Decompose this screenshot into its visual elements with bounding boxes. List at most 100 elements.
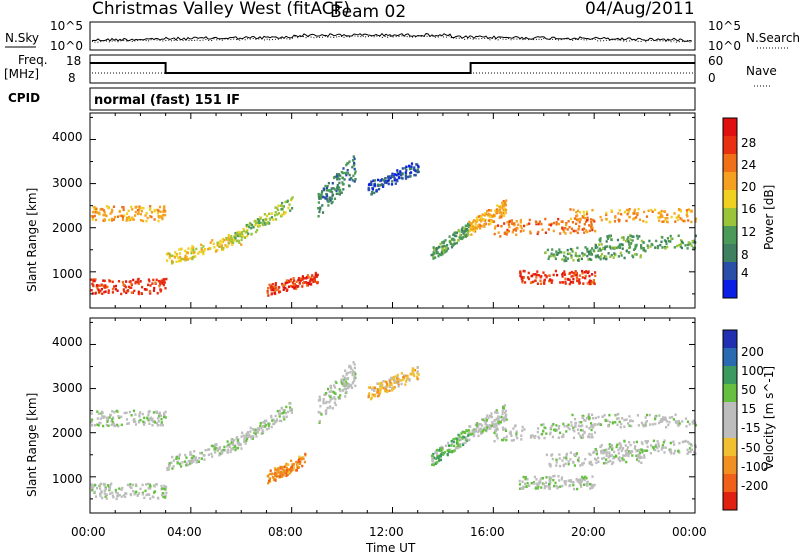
echo-cell [464, 230, 467, 233]
echo-cell [280, 467, 283, 470]
echo-cell [588, 252, 591, 256]
echo-cell [268, 212, 271, 216]
echo-cell [502, 202, 505, 205]
echo-cell [549, 463, 552, 467]
echo-cell [266, 475, 269, 478]
echo-cell [369, 183, 372, 186]
echo-cell [496, 411, 499, 414]
echo-cell [544, 481, 548, 484]
echo-cell [293, 287, 296, 290]
echo-cell [113, 215, 116, 219]
echo-cell [382, 185, 385, 188]
echo-cell [673, 452, 676, 455]
echo-cell [106, 484, 109, 487]
echo-cell [102, 213, 105, 217]
echo-cell [287, 463, 290, 466]
echo-cell [563, 254, 566, 258]
echo-cell [346, 377, 350, 380]
echo-cell [342, 378, 345, 382]
echo-cell [96, 211, 99, 214]
echo-cell [577, 219, 580, 222]
echo-cell [592, 483, 595, 487]
echo-cell [218, 452, 221, 455]
echo-cell [246, 234, 249, 238]
echo-cell [370, 180, 373, 183]
echo-cell [536, 430, 539, 434]
echo-cell [575, 277, 579, 280]
echo-cell [330, 386, 333, 390]
echo-cell [432, 253, 435, 256]
echo-cell [165, 485, 168, 489]
power-ytick-4000: 4000 [52, 130, 83, 144]
echo-cell [462, 232, 465, 235]
echo-cell [545, 453, 548, 457]
echo-cell [518, 479, 521, 483]
echo-cell [514, 229, 518, 232]
echo-cell [246, 431, 250, 434]
echo-cell [373, 184, 376, 187]
echo-cell [573, 429, 576, 433]
echo-cell [560, 476, 564, 479]
echo-cell [271, 283, 274, 286]
echo-cell [623, 256, 626, 260]
echo-cell [114, 491, 118, 494]
echo-cell [664, 416, 667, 419]
echo-cell [404, 177, 408, 180]
echo-cell [348, 184, 351, 188]
echo-cell [151, 282, 154, 285]
echo-cell [610, 253, 613, 257]
echo-cell [96, 417, 99, 420]
echo-cell [396, 171, 399, 174]
echo-cell [308, 282, 311, 286]
echo-cell [568, 278, 571, 282]
echo-cell [613, 450, 616, 454]
echo-cell [448, 235, 451, 238]
echo-cell [92, 284, 95, 288]
echo-cell [281, 465, 284, 469]
echo-cell [577, 456, 580, 460]
echo-cell [486, 209, 489, 213]
echo-cell [200, 248, 203, 252]
echo-cell [333, 197, 337, 200]
echo-cell [147, 482, 150, 486]
echo-cell [573, 453, 576, 457]
echo-cell [393, 177, 396, 180]
echo-cell [637, 424, 640, 427]
echo-cell [115, 497, 118, 501]
echo-cell [231, 441, 234, 445]
echo-cell [102, 424, 105, 428]
echo-cell [620, 254, 623, 257]
echo-cell [497, 231, 500, 234]
echo-cell [664, 446, 667, 449]
echo-cell [318, 395, 321, 399]
echo-cell [147, 487, 150, 490]
echo-cell [654, 448, 657, 452]
echo-cell [603, 255, 606, 258]
echo-cell [130, 291, 133, 294]
echo-cell [149, 284, 152, 287]
echo-cell [606, 237, 609, 240]
echo-cell [504, 429, 508, 432]
echo-cell [276, 207, 279, 210]
echo-cell [526, 478, 529, 481]
echo-cell [290, 197, 293, 201]
echo-cell [342, 375, 345, 378]
echo-cell [686, 247, 689, 250]
echo-cell [540, 222, 543, 226]
echo-cell [594, 448, 597, 451]
echo-cell [277, 474, 280, 478]
echo-cell [107, 424, 110, 427]
echo-cell [202, 251, 205, 254]
echo-cell [679, 245, 682, 248]
velocity-axis-ticks [89, 318, 696, 513]
echo-cell [467, 434, 470, 437]
echo-cell [676, 218, 680, 222]
echo-cell [400, 379, 403, 382]
echo-cell [547, 257, 550, 261]
echo-cell [603, 450, 606, 454]
echo-cell [321, 195, 325, 199]
echo-cell [510, 439, 513, 442]
echo-cell [449, 242, 452, 246]
echo-cell [371, 188, 374, 191]
